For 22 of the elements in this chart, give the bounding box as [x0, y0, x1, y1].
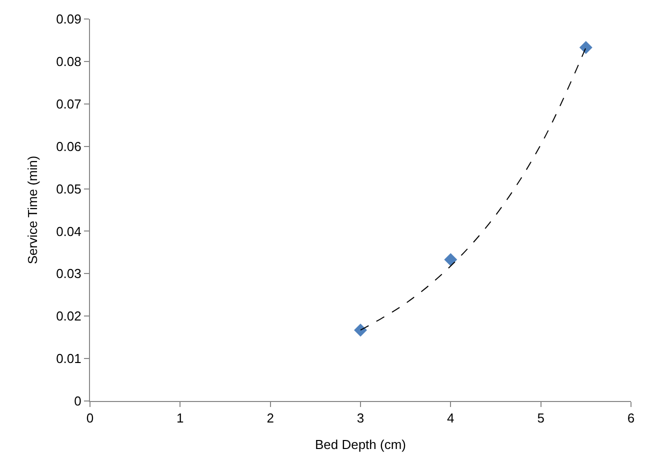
x-tick-label: 3 [356, 410, 364, 426]
y-tick-label: 0.05 [56, 181, 82, 196]
y-tick-label: 0.08 [56, 54, 82, 69]
y-tick-label: 0.03 [56, 266, 82, 282]
x-tick-label: 2 [266, 410, 274, 426]
x-tick-label: 6 [627, 410, 635, 426]
point [579, 40, 592, 54]
x-tick-label: 5 [537, 410, 544, 426]
y-tick-label: 0.02 [56, 308, 82, 324]
y-tick-label: 0.01 [56, 351, 82, 366]
x-tick-label: 4 [447, 410, 454, 426]
y-tick-label: 0.06 [56, 138, 82, 154]
point [354, 324, 367, 337]
x-tick-label: 1 [176, 410, 184, 426]
y-tick-label: 0 [74, 394, 82, 409]
x-axis-title: Bed Depth (cm) [314, 437, 406, 452]
x-tick-label: 0 [86, 410, 94, 426]
point [444, 253, 458, 266]
y-tick-label: 0.09 [56, 12, 82, 27]
y-tick-label: 0.04 [56, 224, 82, 239]
y-tick-label: 0.07 [56, 96, 82, 112]
y-axis-title: Service Time (min) [25, 156, 40, 264]
